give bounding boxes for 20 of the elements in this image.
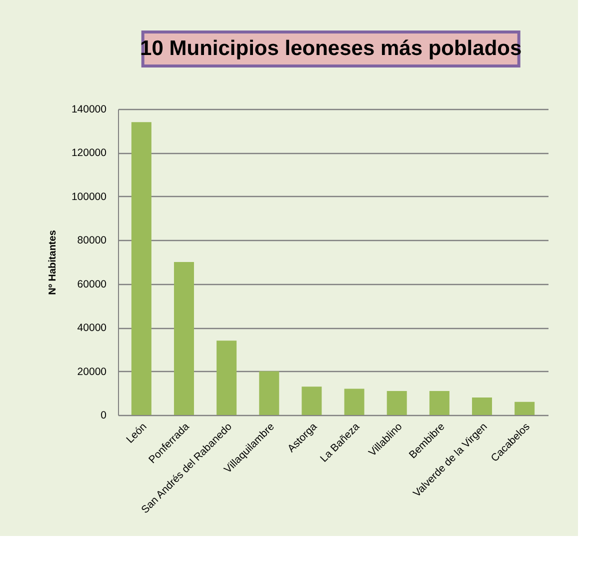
chart-title: 10 Municipios leoneses más poblados	[140, 37, 522, 60]
bar	[514, 402, 535, 415]
bar	[344, 388, 364, 415]
bar	[131, 122, 152, 415]
bar	[429, 390, 450, 415]
y-tick-label: 60000	[77, 278, 107, 290]
y-axis-title: Nº Habitantes	[47, 230, 58, 295]
y-tick-label: 120000	[71, 147, 107, 160]
y-tick-label: 40000	[77, 322, 107, 334]
bar	[174, 262, 194, 415]
bar	[259, 371, 280, 415]
bar	[472, 398, 492, 415]
y-tick-label: 80000	[77, 234, 107, 247]
y-tick-label: 140000	[71, 104, 107, 116]
y-tick-label: 0	[100, 410, 107, 422]
y-tick-label: 20000	[77, 366, 107, 378]
bar	[386, 390, 407, 415]
y-tick-label: 100000	[71, 190, 107, 203]
bar	[302, 386, 322, 415]
bar	[216, 340, 237, 415]
